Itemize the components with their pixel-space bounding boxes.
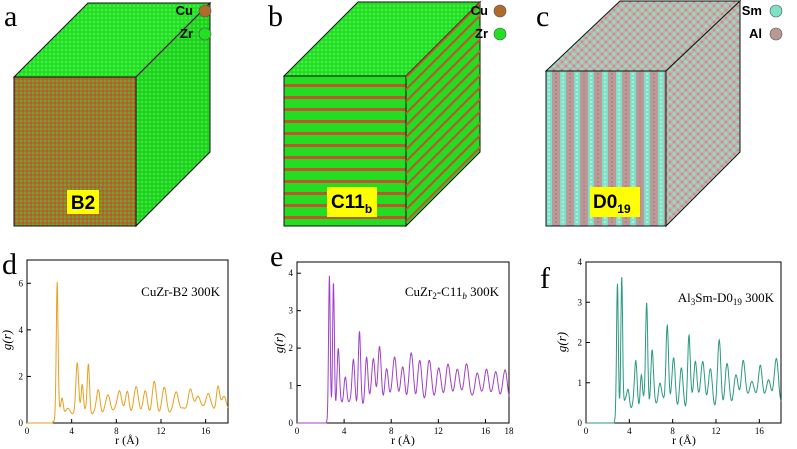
legend-c-al-label: Al — [749, 26, 762, 41]
cube-c-side — [665, 0, 741, 228]
plot-d-ytick-label: 0 — [19, 418, 24, 428]
legend-a-zr-swatch — [198, 27, 212, 41]
plot-f-xtick-label: 0 — [584, 426, 589, 436]
label-a: B2 — [67, 190, 99, 214]
plot-d: d 0 4 8 12 16 0 2 4 6 CuZr-B2 300K r (Å) g(r) — [0, 248, 229, 447]
plot-f-series-line — [586, 277, 782, 424]
panel-letter-e: e — [270, 240, 283, 273]
plot-d-ytick-label: 6 — [19, 278, 24, 288]
plot-d-ytick-label: 4 — [19, 325, 24, 335]
plot-d-xtick-label: 12 — [157, 426, 166, 436]
label-a-text: B2 — [71, 193, 95, 214]
legend-b-cu-swatch — [493, 4, 507, 18]
plot-e-ytick-label: 1 — [289, 381, 294, 391]
plot-f-xtick-label: 16 — [755, 426, 765, 436]
label-b-highlight — [327, 187, 377, 217]
legend-c-sm-swatch — [769, 4, 783, 18]
plot-e-ytick-label: 0 — [289, 418, 294, 428]
plot-f-ytick-label: 2 — [578, 338, 583, 348]
label-b-text: C11b — [331, 192, 372, 216]
plot-e-series-line — [297, 275, 510, 424]
plot-d-xtick-label: 16 — [201, 426, 211, 436]
plot-e-frame — [296, 261, 510, 424]
plot-d-xtick-label: 0 — [25, 426, 30, 436]
cube-b-side — [405, 0, 481, 228]
plot-e-xtick-label: 4 — [342, 426, 347, 436]
plot-d-ylabel: g(r) — [0, 330, 14, 350]
panel-c-cube — [544, 0, 742, 228]
legend-c-sm-label: Sm — [742, 3, 762, 18]
label-c-highlight — [590, 187, 640, 217]
label-c: D019 — [590, 187, 640, 217]
plot-f-ytick-label: 0 — [578, 418, 583, 428]
plot-e-xlabel: r (Å) — [391, 433, 415, 447]
legend-a: Cu Zr — [176, 3, 212, 41]
plot-e-annotation: CuZr2-C11b 300K — [405, 284, 500, 301]
plot-e-ytick-label: 4 — [289, 268, 294, 278]
plot-f-ytick-label: 3 — [578, 297, 583, 307]
legend-a-zr-label: Zr — [180, 26, 193, 41]
plot-d-series-line — [27, 281, 229, 424]
panel-letter-a: a — [4, 0, 17, 33]
plot-d-xtick-label: 8 — [114, 426, 119, 436]
legend-b-zr-swatch — [493, 27, 507, 41]
plot-d-annotation: CuZr-B2 300K — [141, 284, 220, 299]
plot-e-ylabel: g(r) — [271, 333, 286, 353]
plot-e-ytick-label: 2 — [289, 343, 294, 353]
plot-d-xtick-label: 4 — [69, 426, 74, 436]
plot-f-xtick-label: 12 — [712, 426, 721, 436]
panel-letter-b: b — [268, 0, 283, 33]
plot-e-xtick-label: 0 — [295, 426, 300, 436]
plot-e-xtick-label: 18 — [505, 426, 515, 436]
plot-d-frame — [26, 259, 229, 424]
legend-b: Cu Zr — [471, 3, 507, 41]
panel-letter-f: f — [540, 262, 550, 295]
cube-a-side — [135, 1, 211, 228]
panel-a-cube — [12, 1, 212, 228]
legend-a-cu-swatch — [198, 4, 212, 18]
plot-e-ytick-label: 3 — [289, 306, 294, 316]
plot-f-xtick-label: 8 — [670, 426, 675, 436]
legend-b-cu-label: Cu — [471, 3, 488, 18]
plot-f-ytick-label: 1 — [578, 378, 583, 388]
plot-e-xtick-label: 12 — [434, 426, 443, 436]
label-c-text: D019 — [593, 192, 631, 216]
plot-f-annotation: Al3Sm-D019 300K — [678, 290, 775, 307]
panel-letter-c: c — [536, 0, 549, 33]
label-a-highlight — [67, 190, 99, 214]
legend-a-cu-label: Cu — [176, 3, 193, 18]
label-b: C11b — [327, 187, 377, 217]
legend-c: Sm Al — [742, 3, 783, 41]
plot-f-ytick-label: 4 — [578, 257, 583, 267]
plot-f-xlabel: r (Å) — [672, 433, 696, 447]
plot-f-ylabel: g(r) — [554, 332, 569, 352]
plot-f-xtick-label: 4 — [627, 426, 632, 436]
plot-e-xtick-label: 16 — [481, 426, 491, 436]
panel-letter-d: d — [2, 248, 17, 281]
panel-b-cube — [282, 0, 482, 228]
legend-c-al-swatch — [769, 27, 783, 41]
plot-e-xtick-label: 8 — [389, 426, 394, 436]
plot-d-xlabel: r (Å) — [115, 433, 139, 447]
plot-d-ytick-label: 2 — [19, 371, 24, 381]
legend-b-zr-label: Zr — [475, 26, 488, 41]
